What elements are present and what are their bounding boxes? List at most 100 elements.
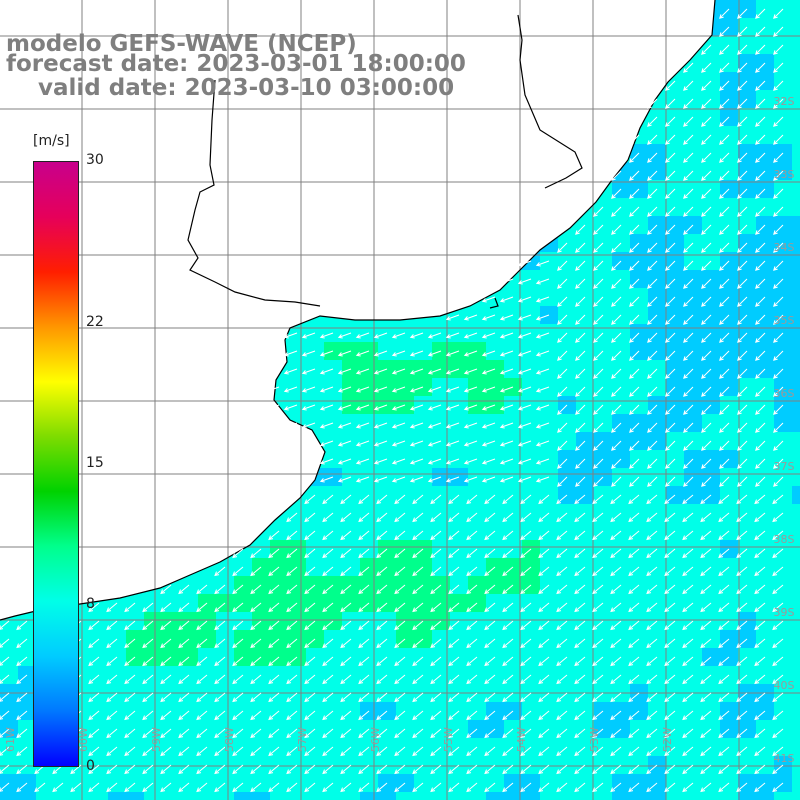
wind-arrow [412, 710, 424, 721]
latitude-label: 34S [774, 241, 795, 254]
wind-arrow [719, 206, 730, 217]
wind-arrow [628, 566, 640, 577]
wind-arrow [430, 638, 442, 649]
wind-arrow [430, 494, 442, 505]
wind-arrow [124, 692, 136, 703]
wind-arrow [340, 764, 352, 775]
wind-arrow [629, 314, 640, 325]
wind-arrow [301, 332, 316, 339]
wind-arrow [124, 620, 136, 631]
wind-arrow [611, 260, 622, 271]
wind-arrow [737, 62, 748, 73]
wind-arrow [517, 260, 532, 267]
wind-arrow [718, 584, 730, 595]
wind-arrow [322, 638, 334, 649]
wind-arrow [499, 314, 514, 321]
wind-arrow [646, 530, 658, 541]
wind-arrow [664, 764, 676, 775]
wind-arrow [700, 674, 712, 685]
wind-arrow [610, 548, 622, 559]
wind-arrow [772, 674, 784, 685]
wind-arrow [232, 692, 244, 703]
wind-arrow [754, 746, 766, 757]
wind-arrow [70, 782, 82, 793]
wind-arrow [773, 26, 784, 37]
wind-arrow [754, 764, 766, 775]
wind-arrow [409, 368, 424, 375]
wind-arrow [301, 386, 316, 393]
wind-arrow [322, 746, 334, 757]
wind-arrow [647, 296, 658, 307]
wind-arrow [466, 764, 478, 775]
wind-arrow [593, 404, 604, 415]
wind-arrow [484, 620, 496, 631]
wind-arrow [755, 44, 766, 55]
wind-arrow [664, 620, 676, 631]
wind-arrow [358, 548, 370, 559]
wind-arrow [481, 404, 496, 411]
wind-arrow [736, 566, 748, 577]
wind-arrow [355, 422, 370, 429]
wind-arrow [737, 476, 748, 487]
wind-arrow [250, 782, 262, 793]
wind-arrow [286, 620, 298, 631]
wind-arrow [268, 674, 280, 685]
wind-arrow [319, 350, 334, 357]
wind-arrow [250, 602, 262, 613]
wind-arrow [736, 548, 748, 559]
wind-arrow [466, 548, 478, 559]
wind-arrow [286, 782, 298, 793]
wind-arrow [754, 530, 766, 541]
wind-arrow [160, 764, 172, 775]
wind-arrow [629, 476, 640, 487]
wind-arrow [304, 638, 316, 649]
wind-arrow [466, 530, 478, 541]
wind-arrow [556, 530, 568, 541]
wind-arrow [646, 512, 658, 523]
wind-arrow [664, 782, 676, 793]
wind-arrow [196, 656, 208, 667]
wind-arrow [593, 458, 604, 469]
wind-arrow [683, 260, 694, 271]
wind-arrow [394, 692, 406, 703]
wind-arrow [106, 782, 118, 793]
wind-arrow [535, 440, 550, 447]
wind-arrow [556, 638, 568, 649]
wind-arrow [484, 728, 496, 739]
wind-arrow [358, 692, 370, 703]
wind-arrow [754, 566, 766, 577]
wind-arrow [737, 422, 748, 433]
wind-arrow [286, 548, 298, 559]
wind-arrow [592, 566, 604, 577]
wind-arrow [700, 620, 712, 631]
wind-arrow [304, 584, 316, 595]
wind-arrow [124, 656, 136, 667]
wind-arrow [106, 638, 118, 649]
wind-arrow [358, 674, 370, 685]
wind-arrow [265, 386, 280, 393]
wind-arrow [683, 350, 694, 361]
wind-arrow [268, 584, 280, 595]
wind-arrow [373, 386, 388, 393]
wind-arrow [682, 782, 694, 793]
wind-arrow [355, 332, 370, 339]
wind-arrow [427, 350, 442, 357]
wind-arrow [16, 620, 28, 631]
wind-arrow [268, 638, 280, 649]
wind-arrow [647, 224, 658, 235]
wind-arrow [376, 656, 388, 667]
wind-arrow [430, 530, 442, 541]
wind-arrow [664, 530, 676, 541]
wind-arrow [70, 764, 82, 775]
wind-arrow [719, 314, 730, 325]
wind-arrow [268, 602, 280, 613]
wind-arrow [178, 602, 190, 613]
wind-arrow [448, 692, 460, 703]
wind-arrow [358, 602, 370, 613]
wind-arrow [427, 404, 442, 411]
wind-arrow [664, 692, 676, 703]
wind-arrow [106, 764, 118, 775]
wind-arrow [430, 620, 442, 631]
wind-arrow [592, 710, 604, 721]
